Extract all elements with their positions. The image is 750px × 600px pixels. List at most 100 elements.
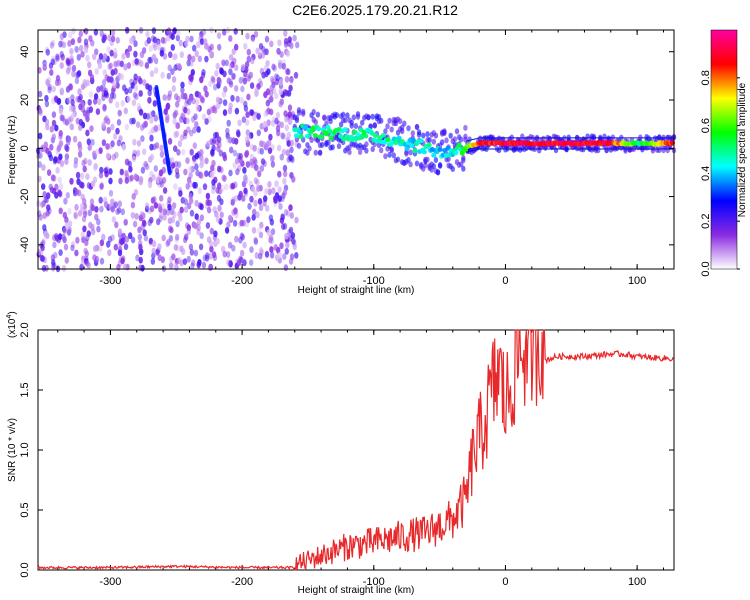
noise-cell <box>153 165 158 172</box>
noise-cell <box>216 194 222 202</box>
noise-cell <box>115 208 120 216</box>
noise-cell <box>86 138 92 146</box>
noise-cell <box>108 142 114 150</box>
noise-cell <box>184 40 189 48</box>
noise-cell <box>238 76 244 84</box>
noise-cell <box>224 59 229 67</box>
noise-cell <box>38 132 43 140</box>
noise-cell <box>217 141 222 149</box>
signal-halo-cell <box>379 147 384 154</box>
signal-cell <box>355 132 361 137</box>
noise-cell <box>178 190 183 197</box>
noise-cell <box>204 90 209 98</box>
noise-cell <box>217 165 222 173</box>
noise-cell <box>85 260 90 267</box>
noise-cell <box>121 53 126 60</box>
noise-cell <box>277 186 282 194</box>
noise-cell <box>69 177 74 185</box>
noise-cell <box>270 154 276 162</box>
noise-cell <box>65 145 70 153</box>
noise-cell <box>140 223 145 231</box>
noise-cell <box>240 64 246 72</box>
noise-cell <box>107 249 112 257</box>
noise-cell <box>119 168 125 176</box>
noise-cell <box>139 60 144 68</box>
noise-cell <box>124 235 130 243</box>
noise-cell <box>199 149 204 156</box>
noise-cell <box>221 59 226 67</box>
noise-cell <box>99 257 105 265</box>
noise-cell <box>151 247 156 255</box>
noise-cell <box>37 90 43 98</box>
noise-cell <box>277 251 282 259</box>
noise-cell <box>63 243 69 251</box>
noise-cell <box>58 190 63 198</box>
noise-cell <box>54 234 60 242</box>
noise-cell <box>95 148 100 156</box>
noise-cell <box>244 177 249 185</box>
noise-cell <box>110 29 116 37</box>
noise-cell <box>138 90 143 97</box>
noise-cell <box>227 107 233 115</box>
noise-cell <box>108 96 113 104</box>
noise-cell <box>65 67 71 75</box>
noise-cell <box>44 118 50 126</box>
noise-cell <box>96 218 101 226</box>
noise-cell <box>206 206 212 214</box>
noise-cell <box>271 78 276 85</box>
noise-cell <box>135 254 140 262</box>
noise-cell <box>174 236 179 244</box>
noise-cell <box>241 116 247 123</box>
noise-cell <box>245 161 251 168</box>
noise-cell <box>82 211 88 218</box>
noise-cell <box>210 150 215 158</box>
noise-cell <box>234 138 239 145</box>
noise-cell <box>278 62 283 70</box>
noise-cell <box>92 150 97 158</box>
signal-cell <box>372 133 378 139</box>
noise-cell <box>246 133 252 141</box>
noise-cell <box>50 39 56 47</box>
colorbar-tick-label: 0.4 <box>700 166 712 181</box>
signal-cell <box>437 147 443 152</box>
noise-cell <box>124 88 129 95</box>
noise-cell <box>84 250 90 258</box>
noise-cell <box>267 188 272 196</box>
noise-cell <box>188 197 194 205</box>
noise-cell <box>155 248 160 256</box>
noise-cell <box>292 34 297 42</box>
noise-cell <box>290 232 296 239</box>
noise-cell <box>183 129 188 137</box>
noise-cell <box>41 264 47 272</box>
noise-cell <box>254 87 259 94</box>
noise-cell <box>213 83 218 91</box>
noise-cell <box>211 187 216 195</box>
noise-cell <box>45 210 50 217</box>
noise-cell <box>58 107 64 115</box>
noise-cell <box>81 159 86 167</box>
noise-cell <box>173 183 178 191</box>
noise-cell <box>212 206 217 214</box>
noise-cell <box>98 147 103 155</box>
noise-cell <box>249 153 255 161</box>
noise-cell <box>94 68 99 75</box>
noise-cell <box>126 95 131 103</box>
noise-cell <box>106 46 111 53</box>
noise-cell <box>253 159 258 166</box>
noise-cell <box>212 132 218 139</box>
noise-cell <box>189 94 194 102</box>
noise-cell <box>104 91 110 99</box>
noise-cell <box>117 249 123 257</box>
signal-cell <box>325 124 331 130</box>
noise-cell <box>61 233 66 241</box>
colorbar-tick-label: 0.0 <box>700 261 712 276</box>
noise-cell <box>63 197 68 205</box>
noise-cell <box>89 125 94 132</box>
noise-cell <box>83 46 89 54</box>
noise-cell <box>151 53 157 61</box>
noise-cell <box>123 63 129 70</box>
noise-cell <box>101 79 107 86</box>
noise-cell <box>121 143 127 151</box>
noise-cell <box>174 93 179 101</box>
signal-cell <box>431 152 437 158</box>
